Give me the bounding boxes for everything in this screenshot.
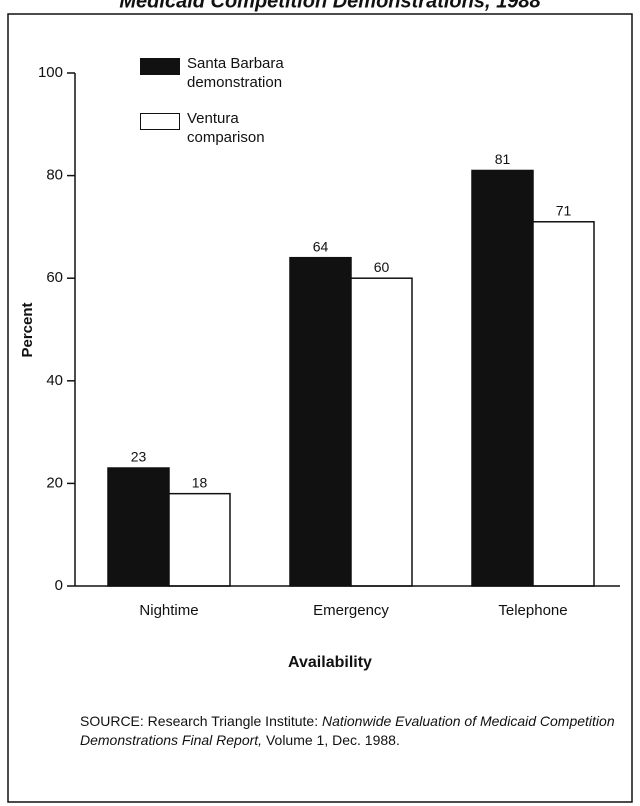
- x-tick-label: Emergency: [313, 602, 389, 619]
- y-axis-label: Percent: [19, 302, 36, 357]
- data-label: 60: [374, 259, 390, 275]
- bar: [168, 492, 231, 587]
- x-tick-label: Nightime: [139, 602, 198, 619]
- y-tick-label: 0: [55, 577, 63, 594]
- legend-swatch: [140, 58, 180, 75]
- legend-label: Ventura comparison: [187, 110, 265, 146]
- source-note: SOURCE: Research Triangle Institute: Nat…: [80, 712, 620, 750]
- data-label: 18: [192, 474, 208, 490]
- source-title: Nationwide Evaluation of Medicaid Compet…: [80, 713, 615, 748]
- bar: [532, 221, 595, 587]
- y-tick-label: 40: [46, 372, 63, 389]
- source-tail: Volume 1, Dec. 1988.: [262, 732, 400, 748]
- bar: [289, 256, 352, 587]
- y-tick-label: 80: [46, 167, 63, 184]
- y-tick-label: 60: [46, 269, 63, 286]
- data-label: 23: [131, 449, 147, 465]
- frame: [7, 13, 633, 803]
- source-lead: SOURCE: Research Triangle Institute:: [80, 713, 322, 729]
- bar: [471, 169, 534, 587]
- bar: [350, 277, 413, 587]
- legend-label: Santa Barbara demonstration: [187, 55, 284, 91]
- chart-title: Medicaid Competition Demonstrations, 198…: [119, 0, 541, 12]
- data-label: 64: [313, 238, 329, 254]
- x-axis-label: Availability: [288, 654, 372, 671]
- y-tick-label: 100: [38, 64, 63, 81]
- y-tick-label: 20: [46, 474, 63, 491]
- bar: [107, 467, 170, 587]
- x-tick-label: Telephone: [498, 602, 567, 619]
- data-label: 81: [495, 151, 511, 167]
- data-label: 71: [556, 202, 572, 218]
- legend-swatch: [140, 113, 180, 130]
